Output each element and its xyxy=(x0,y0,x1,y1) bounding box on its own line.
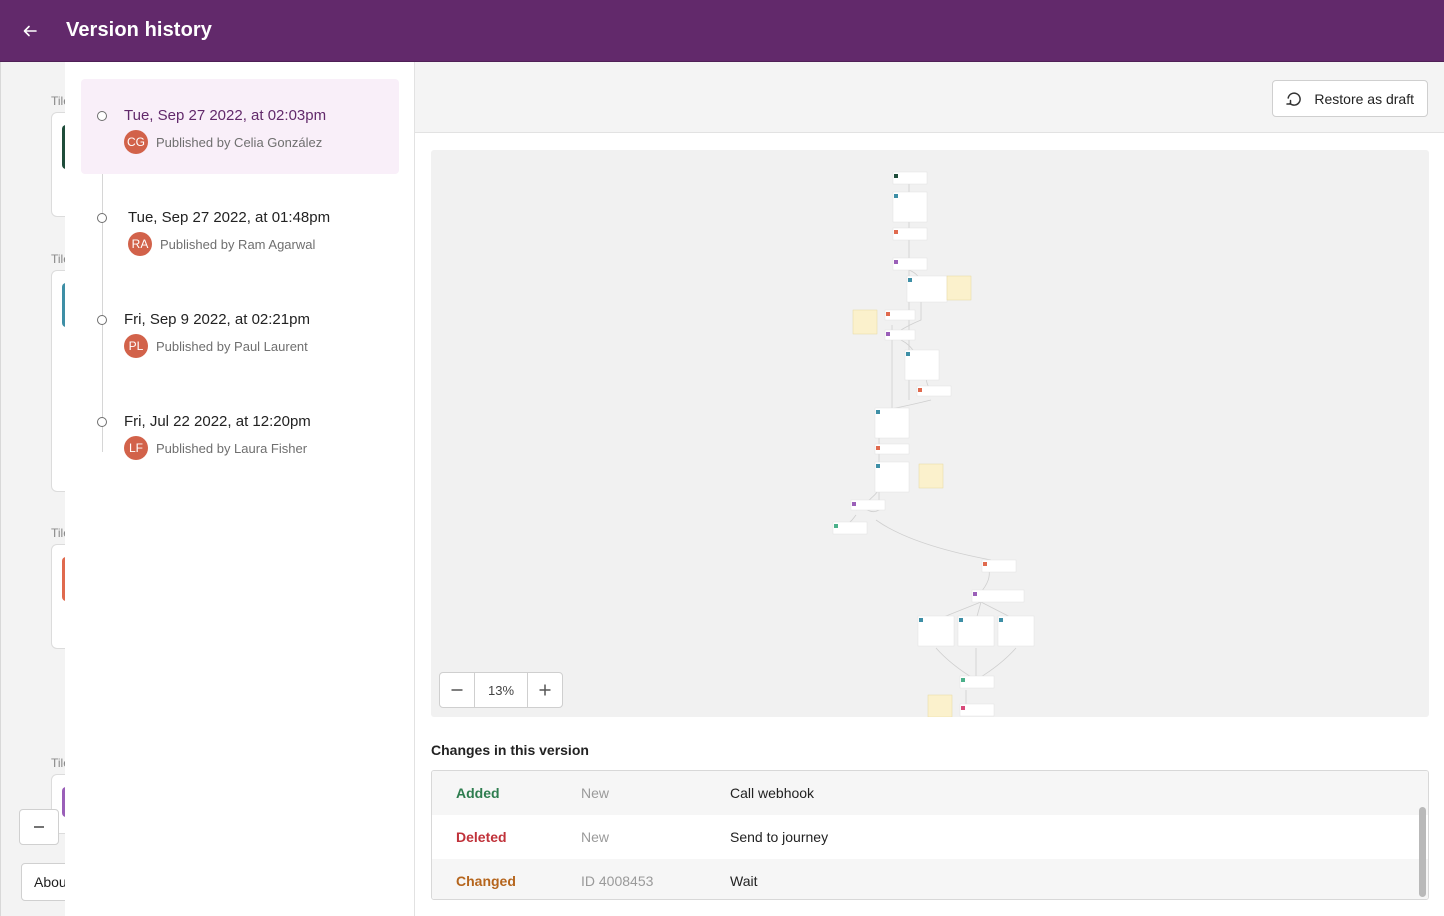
change-type: Deleted xyxy=(456,829,507,845)
version-date: Fri, Jul 22 2022, at 12:20pm xyxy=(124,413,311,430)
published-by: Published by Celia González xyxy=(156,134,323,150)
version-date: Fri, Sep 9 2022, at 02:21pm xyxy=(124,311,310,328)
table-row: Changed ID 4008453 Wait xyxy=(432,859,1428,899)
restore-as-draft-button[interactable]: Restore as draft xyxy=(1272,80,1428,117)
version-author: RA Published by Ram Agarwal xyxy=(128,232,315,256)
version-author: LF Published by Laura Fisher xyxy=(124,436,307,460)
restore-label: Restore as draft xyxy=(1314,90,1414,107)
changes-title: Changes in this version xyxy=(431,742,589,758)
scrollbar-thumb[interactable] xyxy=(1419,807,1426,897)
back-button[interactable] xyxy=(0,0,60,62)
change-id: New xyxy=(581,785,610,801)
change-name: Send to journey xyxy=(730,829,829,845)
changes-table: Added New Call webhook Deleted New Send … xyxy=(431,770,1429,900)
avatar: LF xyxy=(124,436,148,460)
restore-icon xyxy=(1286,91,1302,106)
about-button[interactable]: About xyxy=(21,863,66,901)
change-type: Added xyxy=(456,785,500,801)
plus-icon xyxy=(539,684,551,696)
change-id: New xyxy=(581,829,610,845)
zoom-in-button[interactable] xyxy=(528,673,562,707)
version-author: CG Published by Celia González xyxy=(124,130,322,154)
timeline-dot xyxy=(97,315,107,325)
app-header: Version history xyxy=(0,0,1444,62)
table-row: Deleted New Send to journey xyxy=(432,815,1428,859)
zoom-level: 13% xyxy=(474,673,528,707)
change-name: Wait xyxy=(730,873,758,889)
tile-label: Tile xyxy=(51,252,66,266)
tile-card xyxy=(51,270,66,492)
detail-toolbar: Restore as draft xyxy=(415,62,1444,133)
version-detail: Restore as draft xyxy=(415,62,1444,916)
version-date: Tue, Sep 27 2022, at 01:48pm xyxy=(128,209,331,226)
version-date: Tue, Sep 27 2022, at 02:03pm xyxy=(124,107,327,124)
tile-card xyxy=(51,544,66,649)
timeline-dot xyxy=(97,111,107,121)
published-by: Published by Paul Laurent xyxy=(156,338,308,354)
change-type: Changed xyxy=(456,873,516,889)
timeline-line xyxy=(102,112,103,452)
zoom-control: 13% xyxy=(439,672,563,708)
flow-canvas[interactable]: 13% xyxy=(431,150,1429,717)
avatar: RA xyxy=(128,232,152,256)
tile-card xyxy=(51,112,66,217)
version-item[interactable]: Fri, Jul 22 2022, at 12:20pm LF Publishe… xyxy=(81,385,399,480)
version-list: Tue, Sep 27 2022, at 02:03pm CG Publishe… xyxy=(65,62,415,916)
published-by: Published by Ram Agarwal xyxy=(160,236,316,252)
version-author: PL Published by Paul Laurent xyxy=(124,334,308,358)
version-item[interactable]: Fri, Sep 9 2022, at 02:21pm PL Published… xyxy=(81,283,399,378)
avatar: PL xyxy=(124,334,148,358)
zoom-out-button[interactable] xyxy=(19,809,59,845)
version-item[interactable]: Tue, Sep 27 2022, at 01:48pm RA Publishe… xyxy=(81,181,399,276)
minus-icon xyxy=(451,689,463,691)
page-title: Version history xyxy=(66,19,212,41)
tile-label: Tile xyxy=(51,94,66,108)
background-editor: Tile Tile Tile Tile About xyxy=(0,62,66,916)
version-item[interactable]: Tue, Sep 27 2022, at 02:03pm CG Publishe… xyxy=(81,79,399,174)
timeline-dot xyxy=(97,417,107,427)
minus-icon xyxy=(34,826,44,828)
flow-diagram-preview xyxy=(832,171,1035,717)
tile-label: Tile xyxy=(51,526,66,540)
timeline-dot xyxy=(97,213,107,223)
arrow-left-icon xyxy=(23,25,37,36)
tile-label: Tile xyxy=(51,756,66,770)
table-row: Added New Call webhook xyxy=(432,771,1428,815)
avatar: CG xyxy=(124,130,148,154)
zoom-out-button[interactable] xyxy=(440,673,474,707)
change-name: Call webhook xyxy=(730,785,815,801)
change-id: ID 4008453 xyxy=(581,873,654,889)
published-by: Published by Laura Fisher xyxy=(156,440,308,456)
